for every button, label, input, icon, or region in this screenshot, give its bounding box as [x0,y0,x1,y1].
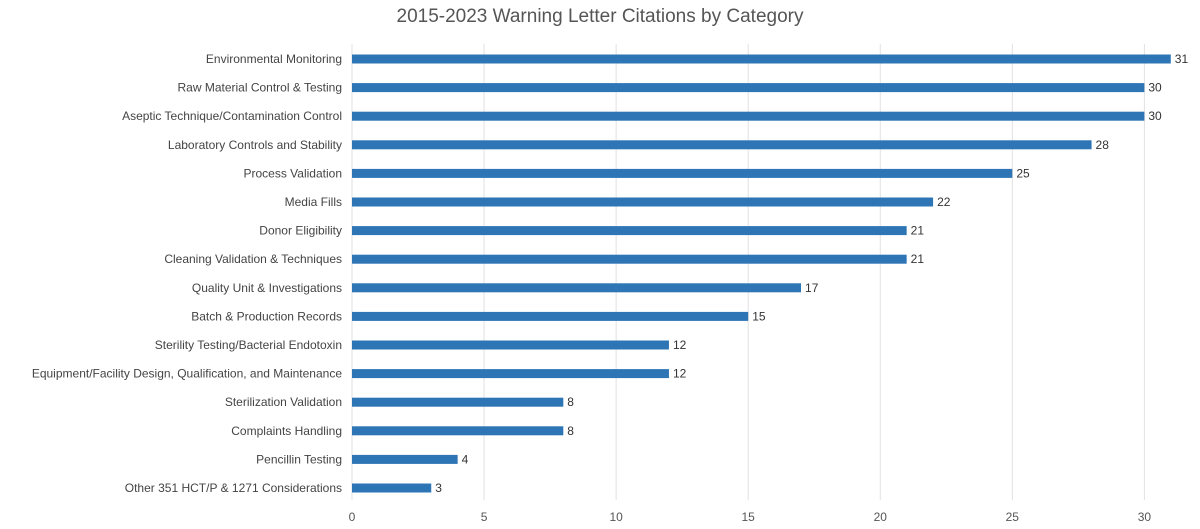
bar [352,340,669,350]
category-label: Raw Material Control & Testing [177,81,342,95]
data-label: 3 [435,481,442,495]
x-tick-label: 10 [609,510,623,524]
data-label: 21 [911,224,925,238]
data-label: 12 [673,338,687,352]
x-tick-label: 15 [742,510,756,524]
x-tick-label: 0 [349,510,356,524]
data-label: 25 [1016,166,1030,180]
category-label: Media Fills [285,195,342,209]
data-label: 8 [567,395,574,409]
data-label: 28 [1096,138,1110,152]
category-label: Environmental Monitoring [206,52,342,66]
x-tick-label: 5 [481,510,488,524]
data-label: 8 [567,424,574,438]
category-label: Complaints Handling [231,424,342,438]
category-label: Pencillin Testing [256,452,342,466]
data-label: 30 [1148,109,1162,123]
category-label: Donor Eligibility [259,224,342,238]
category-label: Sterilization Validation [225,395,342,409]
bar [352,254,907,264]
bar [352,168,1013,178]
chart-title: 2015-2023 Warning Letter Citations by Ca… [396,6,804,27]
data-label: 12 [673,367,687,381]
bar [352,111,1145,121]
data-label: 22 [937,195,951,209]
category-label: Quality Unit & Investigations [192,281,342,295]
bar [352,83,1145,93]
bar [352,54,1171,64]
category-label: Other 351 HCT/P & 1271 Considerations [125,481,342,495]
bar [352,226,907,236]
data-label: 15 [752,309,766,323]
category-label: Batch & Production Records [191,309,342,323]
bar [352,197,934,207]
category-label: Cleaning Validation & Techniques [164,252,342,266]
category-label: Laboratory Controls and Stability [168,138,342,152]
data-label: 21 [911,252,925,266]
category-label: Process Validation [244,166,343,180]
data-label: 30 [1148,81,1162,95]
bar [352,454,458,464]
bar [352,426,564,436]
data-label: 31 [1175,52,1189,66]
data-label: 4 [462,452,469,466]
x-tick-label: 20 [874,510,888,524]
x-tick-label: 30 [1138,510,1152,524]
bar [352,140,1092,150]
category-label: Equipment/Facility Design, Qualification… [32,367,342,381]
category-label: Aseptic Technique/Contamination Control [122,109,342,123]
data-label: 17 [805,281,819,295]
bar [352,483,432,493]
bar [352,283,802,293]
bar [352,311,749,321]
category-label: Sterility Testing/Bacterial Endotoxin [155,338,342,352]
bar [352,369,669,379]
bar [352,397,564,407]
x-tick-label: 25 [1006,510,1020,524]
